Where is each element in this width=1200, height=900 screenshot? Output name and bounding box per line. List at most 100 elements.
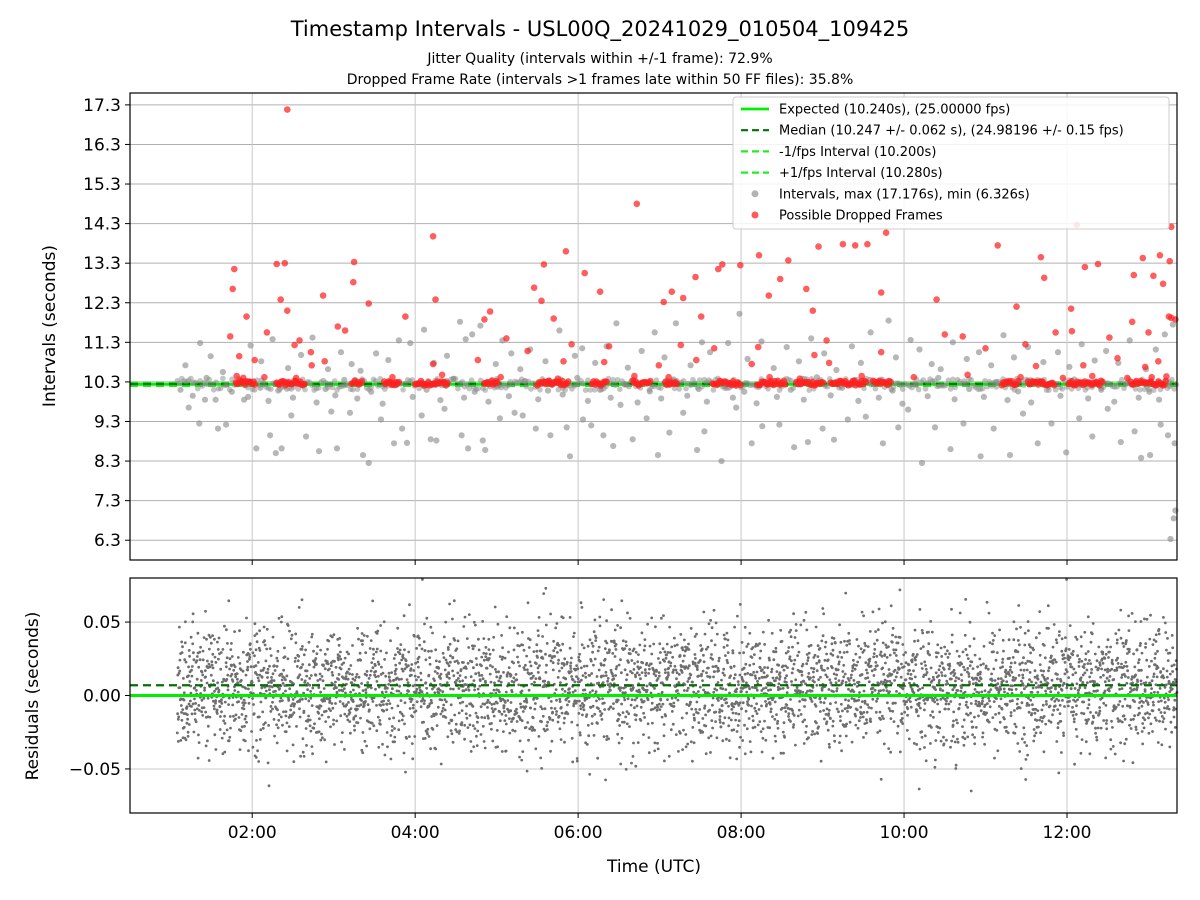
interval-point — [461, 394, 468, 401]
residual-point — [965, 700, 968, 704]
residual-point — [832, 672, 836, 676]
residual-point — [409, 667, 413, 671]
interval-point — [1020, 382, 1027, 389]
residual-point — [619, 626, 622, 630]
residual-point — [457, 711, 461, 715]
residual-point — [904, 651, 907, 654]
residual-point — [890, 673, 894, 676]
residual-point — [377, 685, 381, 689]
residual-point — [968, 644, 972, 648]
residual-point — [368, 673, 372, 677]
residual-point — [643, 638, 647, 641]
dropped-frame-point — [693, 356, 700, 364]
residual-point — [374, 650, 378, 654]
residual-point — [398, 661, 402, 665]
residual-point — [914, 698, 918, 702]
dropped-frame-point — [503, 335, 510, 342]
residual-point — [722, 667, 726, 671]
residual-point — [670, 645, 674, 649]
residual-point — [183, 658, 187, 662]
interval-point — [377, 416, 385, 423]
residual-point — [213, 707, 216, 711]
residual-point — [399, 699, 403, 702]
residual-point — [315, 662, 318, 666]
residual-point — [286, 657, 290, 661]
dropped-frame-point — [765, 292, 773, 299]
residual-point — [553, 707, 557, 710]
dropped-frame-point — [815, 243, 822, 250]
residual-point — [209, 641, 213, 645]
residual-point — [461, 679, 464, 683]
residual-point — [957, 654, 961, 658]
residual-point — [323, 652, 327, 656]
interval-point — [289, 394, 297, 401]
residual-point — [721, 687, 725, 691]
residual-point — [189, 691, 193, 695]
dropped-frame-point — [251, 381, 259, 388]
residual-point — [724, 637, 727, 641]
residual-point — [1030, 691, 1034, 694]
residual-point — [471, 705, 475, 708]
residual-point — [434, 659, 438, 663]
residual-point — [626, 697, 630, 701]
residual-point — [660, 690, 664, 694]
residual-point — [677, 673, 681, 676]
residual-point — [824, 713, 828, 716]
interval-point — [185, 404, 192, 411]
residual-point — [244, 673, 248, 677]
residual-point — [436, 705, 440, 709]
interval-point — [337, 349, 345, 356]
residual-point — [971, 682, 975, 686]
interval-point — [563, 424, 570, 431]
interval-point — [653, 377, 660, 384]
interval-point — [452, 376, 459, 382]
interval-point — [701, 428, 708, 435]
residual-point — [442, 635, 446, 639]
legend-label-minus-fps: -1/fps Interval (10.200s) — [779, 145, 936, 160]
residual-point — [748, 687, 751, 691]
residual-point — [630, 659, 634, 662]
residual-point — [947, 707, 950, 711]
residual-point — [949, 745, 952, 749]
interval-point — [800, 396, 807, 403]
dropped-frame-point — [864, 240, 871, 248]
residual-point — [1032, 739, 1036, 743]
residual-point — [575, 757, 579, 760]
residual-point — [195, 677, 199, 681]
residual-point — [508, 731, 512, 735]
residual-point — [444, 620, 448, 624]
residual-point — [707, 736, 711, 740]
residual-point — [276, 726, 280, 730]
residual-point — [820, 664, 823, 668]
residual-point — [269, 654, 273, 657]
interval-point — [482, 446, 489, 454]
residual-point — [287, 699, 291, 702]
residual-point — [253, 634, 257, 637]
residual-point — [875, 638, 879, 642]
residual-point — [346, 718, 350, 722]
residual-point — [465, 704, 468, 708]
residual-point — [467, 646, 471, 649]
residual-point — [460, 721, 464, 724]
residual-point — [747, 717, 751, 720]
residual-point — [247, 749, 250, 753]
dropped-frame-point — [737, 261, 744, 269]
residual-point — [521, 710, 525, 713]
residual-point — [236, 656, 240, 659]
residual-point — [570, 656, 573, 660]
residual-point — [886, 679, 889, 683]
dropped-frame-point — [1130, 271, 1138, 279]
dropped-frame-point — [233, 372, 240, 380]
residual-point — [328, 699, 332, 703]
interval-point — [373, 350, 380, 357]
interval-point — [885, 317, 892, 324]
residual-point — [350, 681, 354, 685]
residual-point — [294, 632, 298, 636]
residual-point — [700, 647, 704, 651]
residual-point — [327, 639, 331, 643]
residual-point — [708, 708, 711, 712]
residual-point — [585, 743, 589, 746]
residual-point — [973, 736, 976, 739]
residual-point — [717, 656, 721, 660]
residual-point — [866, 676, 870, 680]
